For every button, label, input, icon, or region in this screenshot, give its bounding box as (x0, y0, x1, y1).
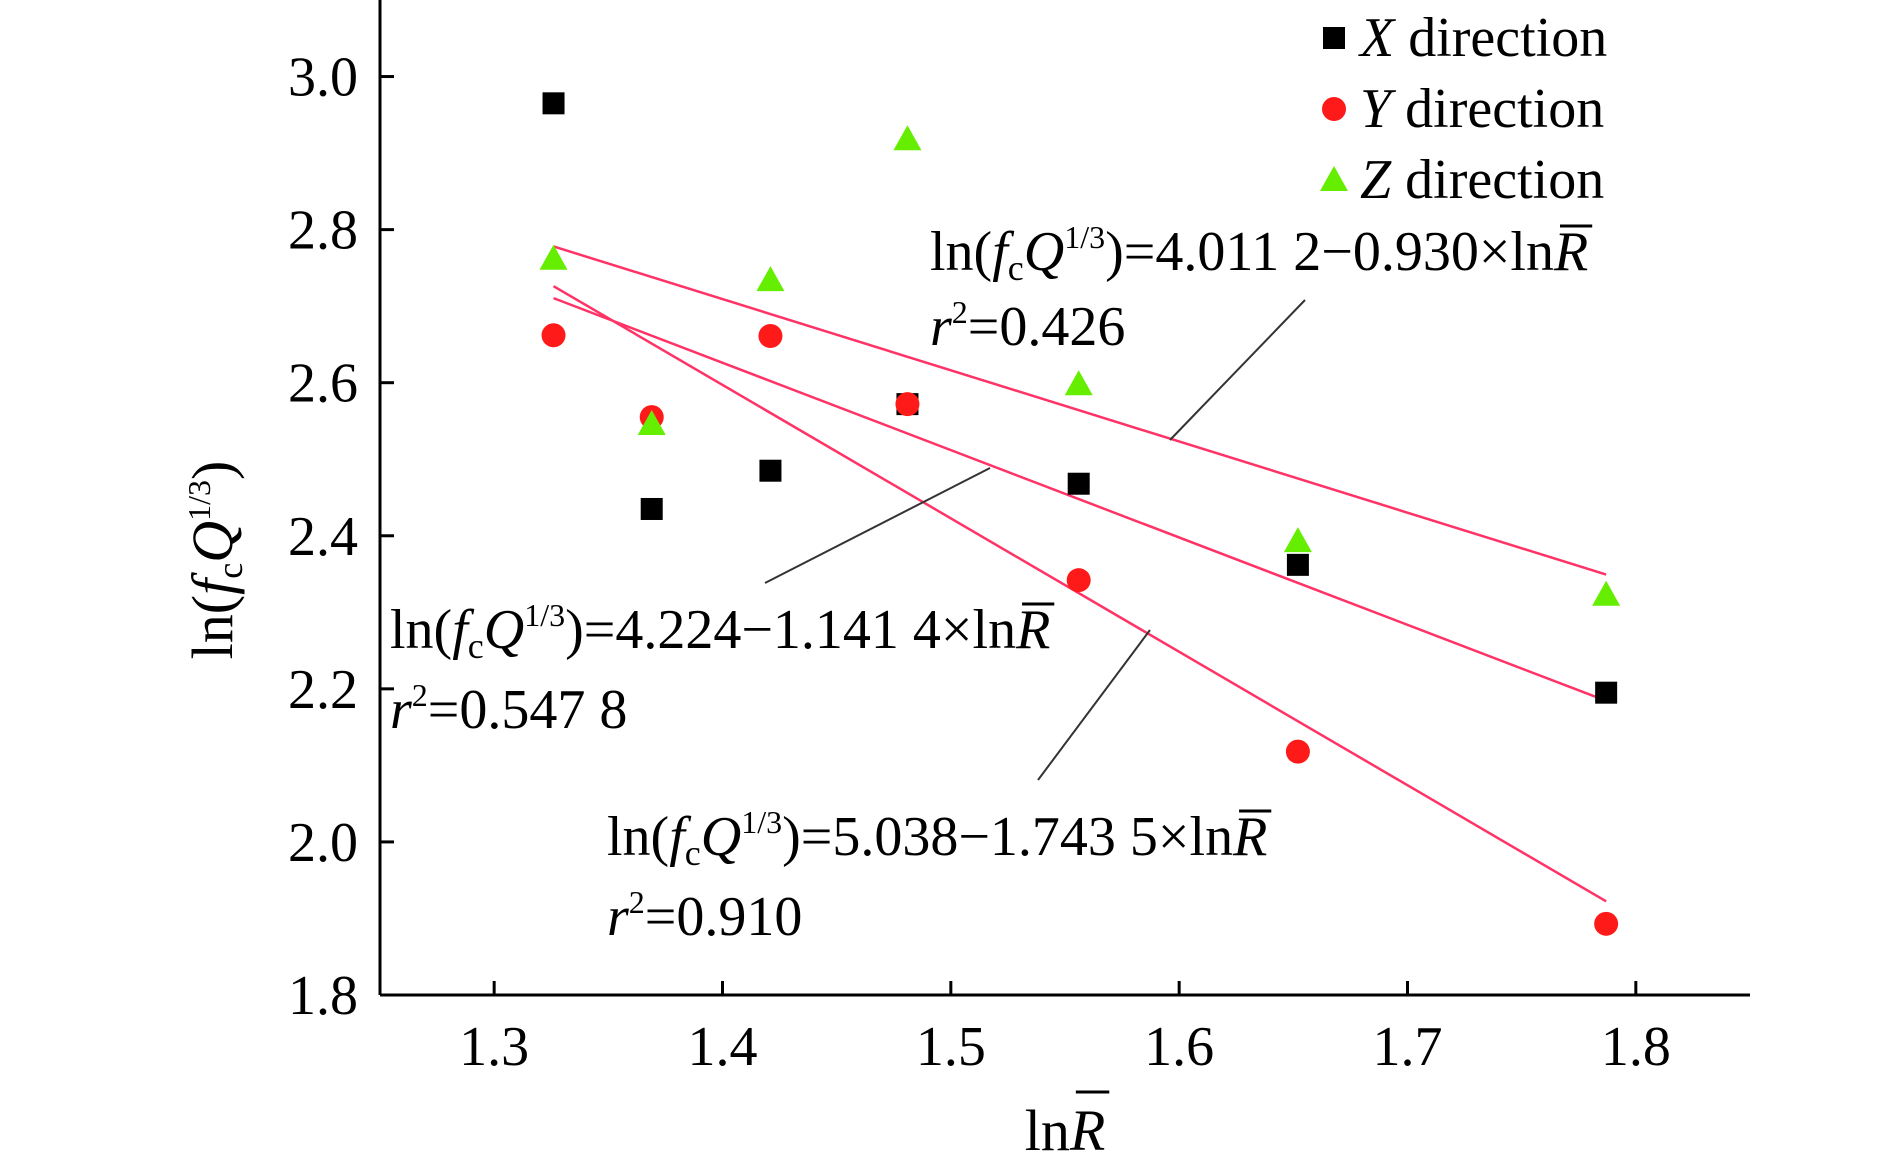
y-tick-label: 3.0 (288, 47, 358, 109)
data-point-square (759, 459, 782, 482)
data-point-square (542, 92, 565, 115)
fit-line-3 (552, 285, 1607, 903)
x-axis-title: lnR (1025, 1098, 1106, 1163)
leader-line-1 (1169, 299, 1306, 441)
r-squared-1: r2=0.426 (930, 294, 1125, 358)
legend-marker-square (1323, 27, 1345, 49)
data-point-circle (1285, 739, 1310, 764)
y-tick-label: 2.6 (288, 353, 358, 415)
fit-line-2 (553, 296, 1607, 703)
equation-3: ln(fcQ1/3)=5.038−1.743 5×lnR (607, 804, 1267, 873)
data-point-circle (541, 323, 566, 348)
fit-lines (552, 245, 1607, 903)
legend-marker-circle (1322, 97, 1346, 121)
data-point-circle (895, 392, 920, 417)
y-tick-label: 2.8 (288, 200, 358, 262)
x-tick-label: 1.4 (688, 1016, 758, 1078)
data-point-triangle (756, 266, 785, 292)
legend-label: X direction (1358, 7, 1607, 69)
x-tick-label: 1.8 (1601, 1016, 1671, 1078)
data-point-triangle (539, 244, 568, 270)
data-point-square (1286, 553, 1309, 576)
leader-line-3 (1037, 629, 1151, 781)
legend-label: Y direction (1360, 78, 1604, 140)
x-tick-label: 1.5 (916, 1016, 986, 1078)
legend: X direction Y direction Z direction (1320, 7, 1607, 211)
legend-label: Z direction (1360, 149, 1604, 211)
fit-line-1 (553, 245, 1607, 576)
data-point-triangle (1064, 370, 1093, 396)
legend-marker-triangle (1320, 166, 1348, 191)
x-tick-label: 1.3 (459, 1016, 529, 1078)
y-axis-title: ln(fcQ1/3) (180, 461, 250, 660)
r-squared-3: r2=0.910 (607, 884, 802, 948)
data-point-square (1595, 681, 1618, 704)
data-point-square (1067, 472, 1090, 495)
data-points (539, 92, 1621, 936)
data-point-triangle (637, 410, 666, 436)
y-tick-label: 2.0 (288, 812, 358, 874)
y-tick-label: 1.8 (288, 965, 358, 1027)
data-point-circle (758, 324, 783, 349)
leader-lines (764, 299, 1306, 781)
data-point-triangle (1283, 527, 1312, 553)
equation-1: ln(fcQ1/3)=4.011 2−0.930×lnR (930, 219, 1588, 288)
leader-line-2 (764, 467, 991, 584)
data-point-triangle (1592, 580, 1621, 606)
x-tick-label: 1.7 (1373, 1016, 1443, 1078)
axes: 1.3 1.4 1.5 1.6 1.7 1.8 1.8 2.0 2.2 2.4 2.6 2.8 3.0 l… (180, 0, 1750, 1163)
x-tick-label: 1.6 (1144, 1016, 1214, 1078)
data-point-circle (1066, 568, 1091, 593)
equation-2: ln(fcQ1/3)=4.224−1.141 4×lnR (390, 597, 1050, 666)
y-tick-label: 2.4 (288, 506, 358, 568)
r-squared-2: r2=0.547 8 (390, 677, 627, 741)
y-tick-label: 2.2 (288, 659, 358, 721)
data-point-triangle (893, 125, 922, 151)
data-point-circle (1594, 911, 1619, 936)
data-point-square (640, 497, 663, 520)
